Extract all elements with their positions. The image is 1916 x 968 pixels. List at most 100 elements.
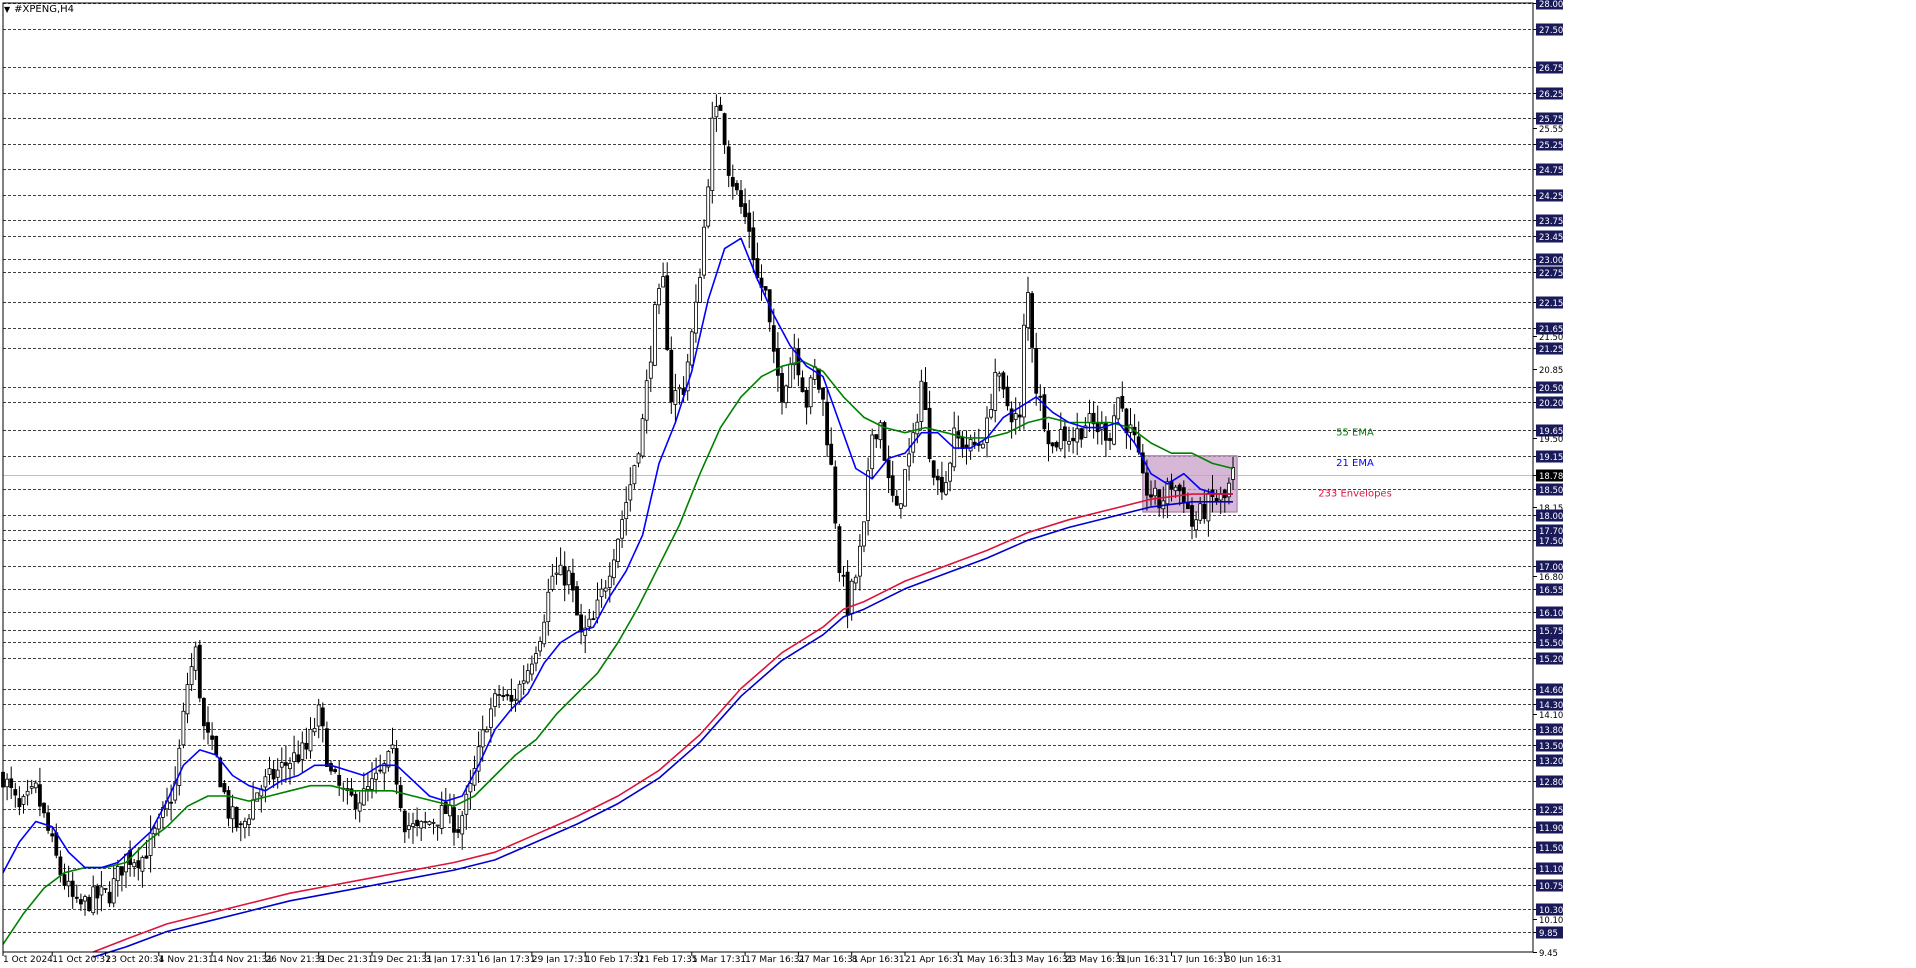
y-tick-label: 25.25 (1539, 141, 1563, 151)
candle-body (1075, 428, 1080, 443)
candle-body (177, 747, 182, 786)
candle-body (968, 439, 973, 452)
x-tick-label: 4 Nov 21:31 (159, 955, 214, 963)
x-tick-label: 17 Jun 16:31 (1172, 955, 1229, 963)
chart-title-bar[interactable]: ▼ #XPENG,H4 (4, 2, 74, 16)
x-tick-label: 5 Mar 17:31 (692, 955, 746, 963)
x-tick-label: 14 Nov 21:31 (212, 955, 273, 963)
candle-body (169, 801, 174, 804)
candle-body (247, 818, 251, 825)
candle-body (398, 785, 403, 809)
candle-body (320, 707, 325, 727)
candle-body (710, 117, 715, 191)
series-line (92, 493, 1233, 953)
candle-body (296, 754, 301, 763)
y-tick-label: 21.65 (1539, 325, 1563, 335)
y-tick-label: 12.80 (1539, 778, 1563, 788)
candle-body (509, 694, 514, 702)
candle-body (513, 698, 518, 701)
candle-body (886, 459, 891, 479)
candle-body (636, 453, 641, 464)
candle-body (780, 373, 784, 403)
candle-body (997, 373, 1002, 377)
candle-body (349, 788, 354, 796)
candle-body (136, 860, 141, 869)
y-tick-label: 16.10 (1539, 609, 1563, 619)
candle-body (324, 728, 329, 767)
candle-body (1083, 425, 1088, 438)
candle-body (107, 891, 112, 904)
candle-body (714, 106, 719, 118)
candle-body (464, 793, 469, 815)
y-tick-label: 13.20 (1539, 757, 1563, 767)
candle-body (1013, 413, 1018, 420)
candle-body (726, 146, 731, 176)
candle-body (771, 325, 776, 352)
candle-body (899, 503, 903, 509)
candle-body (739, 190, 743, 207)
candle-body (677, 386, 682, 390)
price-tag (1536, 0, 1563, 10)
x-tick-label: 3 Jan 17:31 (425, 955, 476, 963)
candle-body (517, 683, 522, 703)
candle-body (1124, 408, 1129, 434)
candle-body (83, 896, 87, 902)
candle-body (1112, 415, 1116, 445)
candle-body (431, 821, 436, 824)
price-tag (1536, 483, 1563, 496)
candle-body (616, 538, 620, 562)
candle-body (365, 786, 370, 790)
candle-body (591, 618, 596, 621)
y-tick-label: 26.75 (1539, 64, 1563, 74)
candle-body (993, 372, 998, 411)
candle-body (694, 301, 698, 334)
y-tick-label: 25.55 (1539, 125, 1563, 135)
candle-body (1120, 395, 1125, 409)
candle-body (841, 574, 846, 577)
y-tick-label: 24.25 (1539, 192, 1563, 202)
candle-body (70, 880, 75, 897)
y-tick-label: 10.75 (1539, 882, 1563, 892)
y-tick-label: 11.90 (1539, 824, 1563, 834)
candle-body (743, 203, 747, 218)
candle-body (804, 390, 809, 408)
candle-body (1050, 442, 1055, 447)
candle-body (29, 786, 34, 789)
candle-body (353, 793, 358, 810)
series-label: 233 Envelopes (1318, 489, 1392, 500)
candle-body (66, 880, 71, 887)
x-tick-label: 17 Mar 16:31 (745, 955, 805, 963)
candle-body (1190, 505, 1194, 527)
candle-body (288, 763, 292, 770)
y-tick-label: 10.30 (1539, 906, 1563, 916)
candle-body (5, 778, 9, 788)
candle-body (1214, 498, 1219, 502)
candle-body (546, 591, 551, 623)
x-tick-label: 13 May 16:31 (1012, 955, 1074, 963)
candle-body (308, 728, 313, 752)
candle-body (1091, 412, 1096, 425)
candle-body (1153, 487, 1157, 497)
x-tick-label: 11 Oct 20:31 (52, 955, 111, 963)
y-tick-label: 28.00 (1539, 0, 1563, 10)
price-tag (1536, 803, 1563, 816)
candle-body (1058, 429, 1063, 450)
candle-body (718, 104, 723, 111)
price-tag (1536, 698, 1563, 711)
y-tick-label: 16.55 (1539, 586, 1563, 596)
price-tag (1536, 381, 1563, 394)
price-tag (1536, 61, 1563, 74)
candle-body (468, 783, 473, 793)
y-tick-label: 27.50 (1539, 26, 1563, 36)
candle-body (1198, 503, 1203, 521)
triangle-down-icon[interactable]: ▼ (4, 4, 11, 14)
candle-body (579, 614, 583, 633)
candle-body (530, 663, 534, 675)
candles (1, 94, 1235, 916)
candle-body (525, 670, 530, 683)
candle-body (222, 783, 227, 793)
candle-body (985, 417, 989, 443)
candle-body (406, 825, 411, 830)
